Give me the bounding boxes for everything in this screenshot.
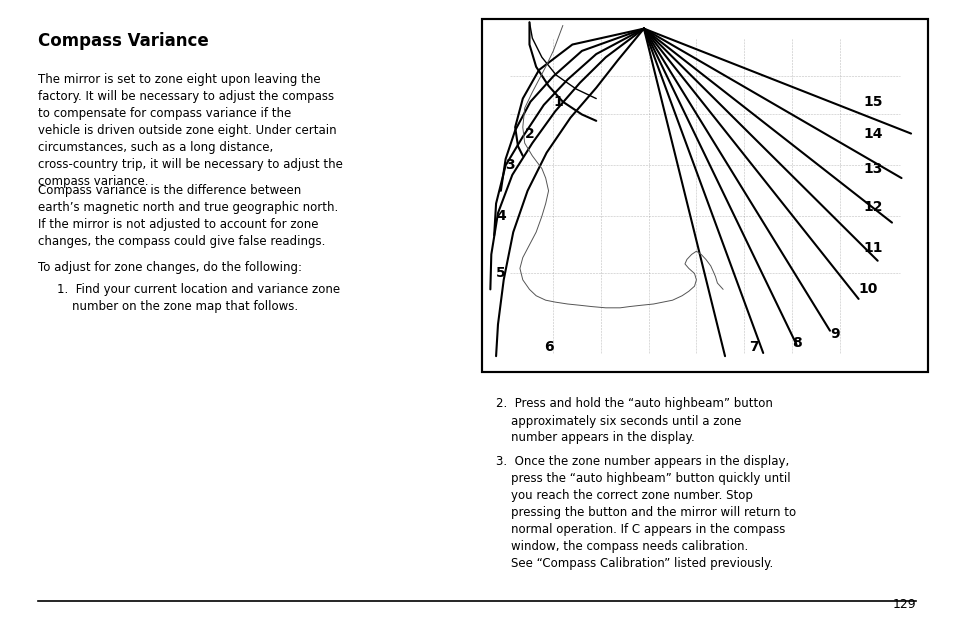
Bar <box>481 19 927 372</box>
Text: 2.  Press and hold the “auto highbeam” button
    approximately six seconds unti: 2. Press and hold the “auto highbeam” bu… <box>496 398 772 445</box>
Text: 15: 15 <box>862 95 882 109</box>
Text: 7: 7 <box>748 340 758 354</box>
Text: 3: 3 <box>505 158 515 172</box>
Text: 6: 6 <box>543 340 553 354</box>
Text: 4: 4 <box>496 209 505 223</box>
Text: 14: 14 <box>862 127 882 141</box>
Text: 8: 8 <box>791 336 801 350</box>
Text: Compass variance is the difference between
earth’s magnetic north and true geogr: Compass variance is the difference betwe… <box>38 184 338 249</box>
Text: 3.  Once the zone number appears in the display,
    press the “auto highbeam” b: 3. Once the zone number appears in the d… <box>496 455 796 570</box>
Text: 13: 13 <box>862 162 882 176</box>
Text: 2: 2 <box>524 127 534 141</box>
Text: Compass Variance: Compass Variance <box>38 32 209 50</box>
Text: 129: 129 <box>891 598 915 611</box>
Text: 1.  Find your current location and variance zone
    number on the zone map that: 1. Find your current location and varian… <box>57 283 340 313</box>
Text: The mirror is set to zone eight upon leaving the
factory. It will be necessary t: The mirror is set to zone eight upon lea… <box>38 73 343 188</box>
Text: 5: 5 <box>496 266 505 280</box>
Text: 1: 1 <box>553 95 562 109</box>
Text: 12: 12 <box>862 200 882 214</box>
Text: 9: 9 <box>829 327 839 341</box>
Text: 10: 10 <box>858 282 877 296</box>
Text: To adjust for zone changes, do the following:: To adjust for zone changes, do the follo… <box>38 261 302 273</box>
Bar <box>481 19 927 372</box>
Text: 11: 11 <box>862 241 882 255</box>
